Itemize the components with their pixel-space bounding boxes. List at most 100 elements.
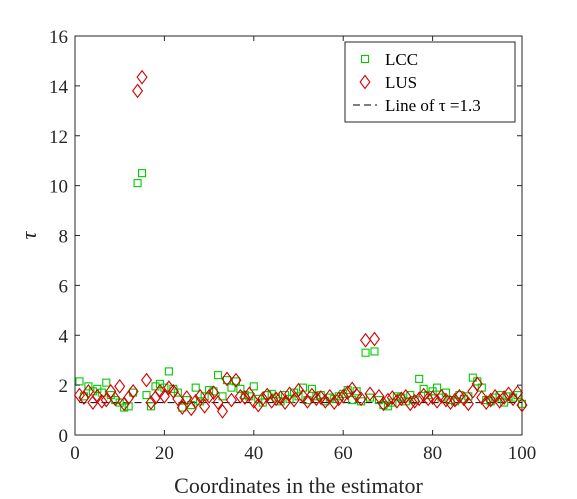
lus-point	[100, 392, 112, 408]
x-tick-label: 100	[508, 443, 537, 464]
lus-point	[444, 395, 457, 410]
legend-items: LCC LUS Line of τ =1.3	[353, 50, 481, 115]
legend-label: LCC	[385, 50, 418, 69]
lus-point	[462, 396, 474, 412]
lcc-point	[75, 377, 84, 386]
lus-point	[181, 390, 193, 406]
x-tick-label: 20	[155, 443, 174, 464]
lus-point	[377, 396, 389, 412]
lcc-point	[249, 382, 258, 391]
x-axis-label: Coordinates in the estimator	[174, 473, 423, 498]
lus-point	[498, 390, 510, 406]
y-tick-label: 10	[49, 177, 68, 198]
x-tick-label: 40	[244, 443, 263, 464]
lus-point	[257, 391, 269, 407]
lus-point	[418, 387, 430, 403]
lcc-point	[218, 392, 227, 401]
lus-point	[409, 393, 421, 409]
lcc-point	[151, 382, 160, 391]
lus-point	[127, 383, 139, 399]
lus-point	[212, 395, 224, 410]
lus-point	[279, 395, 291, 410]
lus-point	[431, 393, 443, 409]
lus-point	[190, 393, 202, 409]
lus-point	[140, 372, 153, 388]
lus-point	[494, 393, 506, 409]
y-axis-label: τ	[16, 230, 41, 239]
lus-point	[319, 393, 331, 409]
lus-point	[333, 391, 345, 407]
lus-point	[427, 390, 439, 406]
lus-point	[234, 388, 246, 404]
lcc-point	[142, 391, 151, 400]
lus-point	[480, 395, 492, 410]
x-tick-label: 80	[423, 443, 442, 464]
lus-point	[471, 376, 483, 392]
lus-point	[288, 392, 300, 408]
lus-point	[386, 390, 398, 406]
lus-point	[176, 400, 188, 415]
lcc-point	[138, 169, 147, 178]
plot-area: 0 20 40 60 80 100 0 2 4 6 8 10 12 14 16	[49, 27, 536, 464]
y-tick-label: 6	[59, 276, 69, 297]
lcc-point	[370, 347, 379, 356]
lus-point	[199, 398, 211, 414]
lcc-point	[433, 383, 442, 392]
lus-point	[158, 388, 170, 404]
lus-point	[91, 388, 103, 404]
legend-item: Line of τ =1.3	[353, 96, 481, 115]
series-lus	[73, 69, 528, 419]
lus-point	[208, 385, 220, 401]
lus-point	[248, 393, 260, 409]
lus-point	[391, 393, 403, 409]
lcc-point	[133, 179, 142, 188]
lus-point	[310, 391, 322, 407]
lus-point	[306, 387, 318, 403]
legend-label: LUS	[385, 73, 417, 92]
lus-point	[382, 392, 394, 408]
y-tick-label: 16	[49, 27, 68, 48]
lus-point	[239, 390, 251, 406]
lus-point	[96, 393, 108, 409]
lus-point	[145, 395, 157, 410]
lcc-point	[236, 384, 245, 393]
lus-point	[458, 391, 470, 407]
lus-point	[337, 388, 349, 404]
lus-point	[275, 390, 287, 406]
legend-item: LCC	[360, 50, 418, 69]
y-tick-label: 8	[59, 227, 69, 248]
y-tick-label: 0	[59, 426, 69, 447]
lus-point	[315, 390, 327, 406]
y-tick-label: 2	[59, 376, 69, 397]
lus-point	[328, 395, 340, 410]
lus-point	[359, 332, 372, 348]
y-tick-label: 14	[49, 77, 69, 98]
y-tick-label: 4	[59, 326, 69, 347]
lus-point	[154, 383, 166, 399]
lcc-point	[84, 382, 93, 391]
lcc-point	[419, 384, 428, 393]
lus-point	[476, 390, 488, 406]
lus-point	[136, 69, 148, 85]
lus-point	[364, 386, 376, 402]
lus-point	[355, 391, 367, 407]
ticks-layer: 0 20 40 60 80 100 0 2 4 6 8 10 12 14 16	[49, 27, 536, 464]
lus-point	[270, 391, 282, 407]
legend-diamond-swatch	[359, 74, 371, 90]
lus-point	[221, 371, 233, 387]
lus-point	[503, 386, 515, 402]
lcc-point	[227, 383, 236, 392]
lus-point	[435, 388, 448, 404]
legend-square-swatch	[360, 54, 370, 64]
lcc-point	[164, 367, 173, 376]
lcc-point	[191, 383, 200, 392]
lus-point	[342, 385, 354, 401]
lus-point	[485, 392, 497, 408]
y-tick-label: 12	[49, 127, 68, 148]
lus-point	[163, 380, 175, 396]
lus-point	[516, 397, 528, 413]
lcc-point	[307, 384, 316, 393]
lcc-point	[406, 391, 415, 400]
lus-point	[132, 83, 144, 99]
